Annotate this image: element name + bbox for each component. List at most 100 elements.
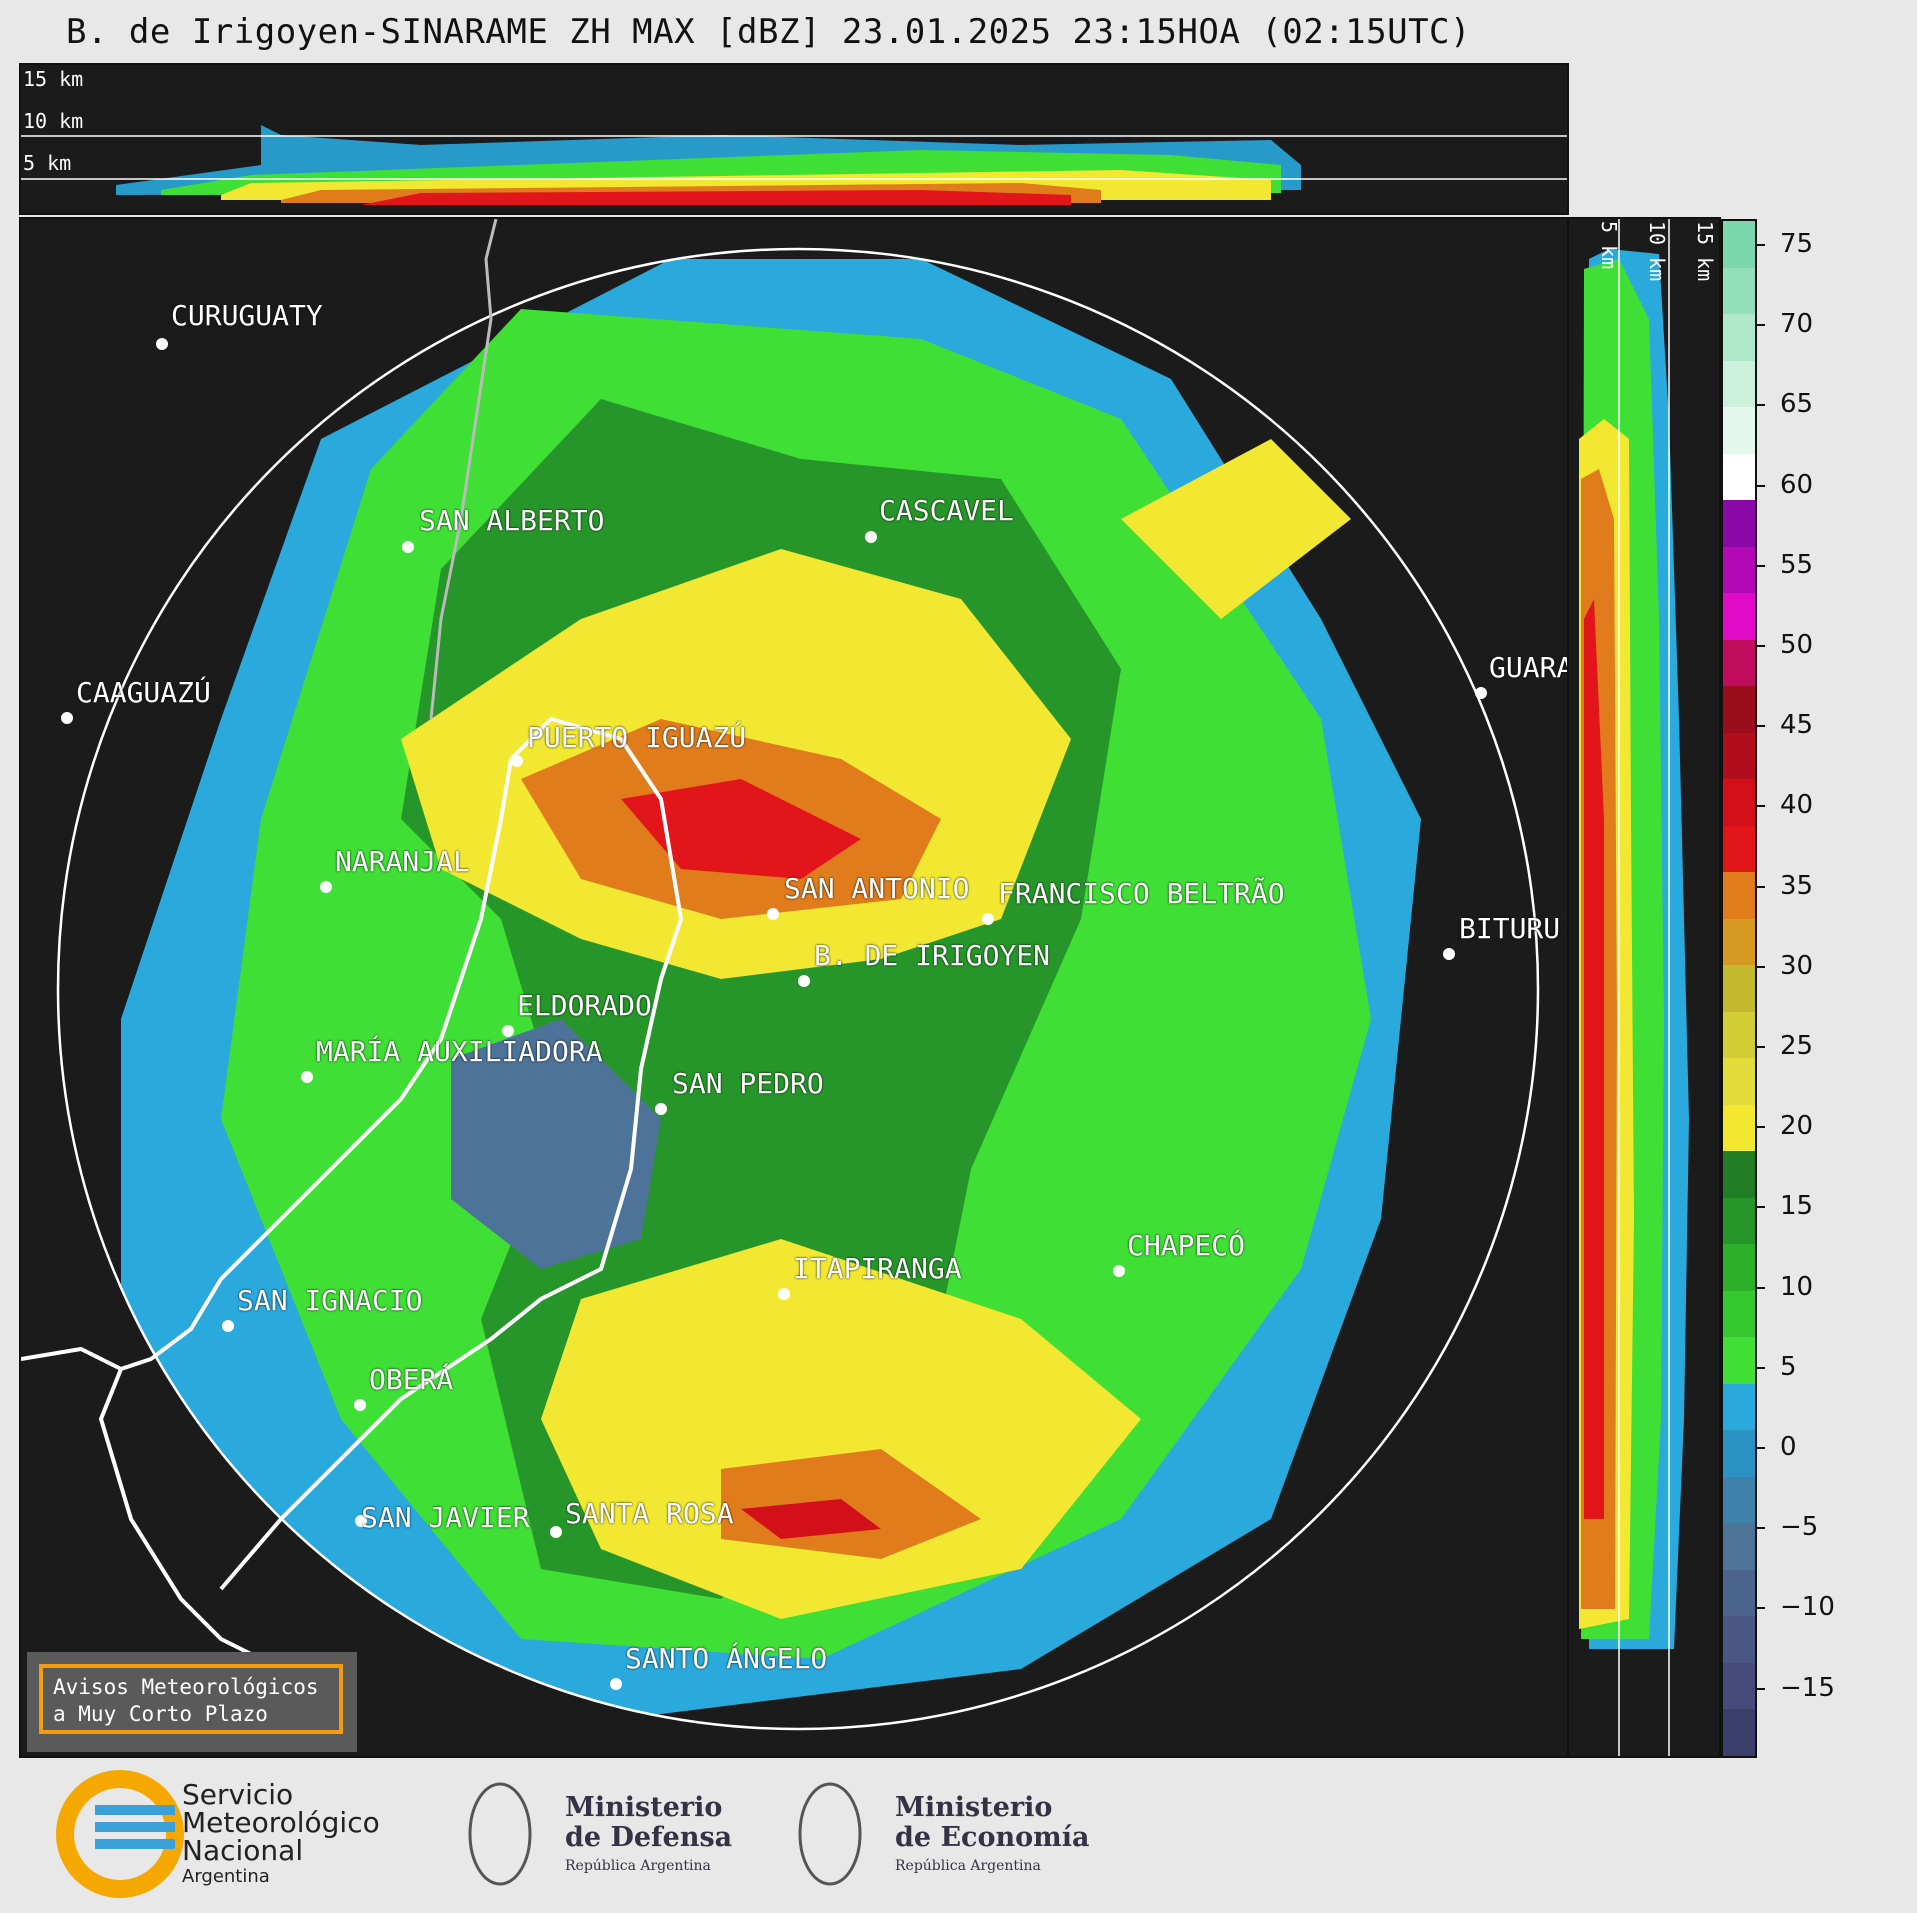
- colorbar-tick-label: −5: [1780, 1512, 1819, 1543]
- city-label: NARANJAL: [335, 845, 470, 878]
- city-dot: [865, 531, 877, 543]
- side-cross-section: 5 km 10 km 15 km: [1569, 217, 1721, 1758]
- side-km-10: 10 km: [1645, 221, 1669, 282]
- city-dot: [355, 1515, 367, 1527]
- city-dot: [320, 881, 332, 893]
- colorbar-segment: [1723, 314, 1755, 362]
- colorbar-tick-label: 25: [1780, 1031, 1814, 1061]
- city-dot: [61, 712, 73, 724]
- warning-line-1: Avisos Meteorológicos: [53, 1675, 319, 1699]
- city-label: SAN ALBERTO: [419, 504, 605, 537]
- city-dot: [1475, 687, 1487, 699]
- radar-map[interactable]: CURUGUATY SAN ALBERTO CASCAVEL CAAGUAZÚ …: [19, 217, 1569, 1758]
- colorbar-tick-label: 5: [1780, 1351, 1797, 1382]
- city-dot: [550, 1526, 562, 1538]
- city-dot: [511, 755, 523, 767]
- colorbar-tick-label: 70: [1780, 309, 1814, 340]
- city-dot: [222, 1320, 234, 1332]
- colorbar-tick: [1757, 1527, 1765, 1530]
- city-dot: [502, 1025, 514, 1037]
- colorbar-tick-label: 45: [1780, 710, 1814, 741]
- radar-site-dot: [798, 975, 810, 987]
- colorbar-tick-label: 40: [1780, 790, 1814, 821]
- colorbar-tick-label: 30: [1780, 950, 1814, 981]
- colorbar-segment: [1723, 1011, 1755, 1060]
- city-label: MARÍA AUXILIADORA: [316, 1035, 603, 1068]
- city-label: CURUGUATY: [171, 299, 323, 332]
- colorbar-tick: [1757, 1447, 1765, 1449]
- colorbar-segment: [1723, 1523, 1755, 1571]
- colorbar-segment: [1723, 918, 1755, 967]
- top-cross-section: 15 km 10 km 5 km: [19, 63, 1569, 215]
- colorbar-segment: [1723, 267, 1755, 315]
- colorbar-segment: [1723, 732, 1755, 781]
- colorbar-tick: [1757, 1126, 1765, 1129]
- colorbar-segment: [1723, 593, 1755, 641]
- side-cross-section-graphic: [1579, 219, 1689, 1756]
- colorbar-tick-label: 75: [1780, 229, 1814, 259]
- economia-line-1: Ministerio: [895, 1792, 1053, 1823]
- colorbar-segment: [1723, 500, 1755, 548]
- city-label: SAN ANTONIO: [784, 872, 970, 905]
- colorbar-segment: [1723, 1058, 1755, 1106]
- colorbar-tick: [1757, 404, 1765, 407]
- colorbar-tick-label: 35: [1780, 870, 1814, 901]
- colorbar-segment: [1723, 965, 1755, 1013]
- colorbar-tick: [1757, 484, 1765, 487]
- city-dot: [1113, 1265, 1125, 1277]
- colorbar-tick-label: 55: [1780, 549, 1814, 580]
- footer-logos: Servicio Meteorológico Nacional Argentin…: [0, 1760, 1917, 1909]
- colorbar-segment: [1723, 360, 1755, 409]
- colorbar-tick: [1757, 645, 1765, 647]
- colorbar-segment: [1723, 1616, 1755, 1664]
- colorbar-tick: [1757, 1607, 1765, 1610]
- city-dot: [354, 1399, 366, 1411]
- radar-reflectivity-graphic: [21, 219, 1540, 1731]
- colorbar-segment: [1723, 779, 1755, 827]
- city-dot: [767, 908, 779, 920]
- side-km-15: 15 km: [1693, 221, 1717, 282]
- city-label: SAN JAVIER: [361, 1501, 530, 1534]
- colorbar-segment: [1723, 546, 1755, 595]
- defensa-line-1: Ministerio: [565, 1792, 723, 1823]
- city-label: CHAPECÓ: [1127, 1229, 1246, 1262]
- warning-box[interactable]: Avisos Meteorológicos a Muy Corto Plazo: [27, 1652, 357, 1752]
- smn-line-2: Meteorológico: [182, 1806, 380, 1839]
- side-km-5: 5 km: [1597, 221, 1621, 270]
- city-dot: [778, 1288, 790, 1300]
- colorbar-segment: [1723, 1662, 1755, 1711]
- colorbar-tick: [1757, 1366, 1765, 1369]
- colorbar: [1721, 219, 1757, 1758]
- colorbar-tick-label: 15: [1780, 1191, 1814, 1222]
- smn-line-1: Servicio: [182, 1778, 294, 1811]
- top-km-5: 5 km: [23, 151, 72, 175]
- colorbar-segment: [1723, 825, 1755, 874]
- colorbar-segment: [1723, 1151, 1755, 1199]
- city-dot: [402, 541, 414, 553]
- colorbar-tick-label: 50: [1780, 630, 1814, 660]
- colorbar-tick: [1757, 885, 1765, 888]
- colorbar-tick-label: −15: [1780, 1672, 1835, 1703]
- colorbar-tick-label: −10: [1780, 1592, 1835, 1623]
- radar-site-label: B. DE IRIGOYEN: [814, 939, 1051, 972]
- colorbar-segment: [1723, 639, 1755, 688]
- city-dot: [610, 1678, 622, 1690]
- colorbar-segment: [1723, 1244, 1755, 1292]
- city-dot: [156, 338, 168, 350]
- smn-line-3: Nacional: [182, 1834, 304, 1867]
- colorbar-segment: [1723, 1383, 1755, 1432]
- colorbar-tick: [1757, 1046, 1765, 1048]
- city-label: SAN PEDRO: [672, 1067, 824, 1100]
- colorbar-tick-label: 10: [1780, 1271, 1814, 1302]
- top-km-15: 15 km: [23, 67, 84, 91]
- city-dot: [1443, 948, 1455, 960]
- colorbar-segment: [1723, 872, 1755, 920]
- colorbar-segment: [1723, 221, 1755, 269]
- economia-line-3: República Argentina: [895, 1858, 1041, 1874]
- colorbar-tick: [1757, 564, 1765, 567]
- colorbar-tick: [1757, 965, 1765, 968]
- city-label: OBERÁ: [369, 1363, 454, 1396]
- economia-line-2: de Economía: [895, 1822, 1090, 1853]
- city-label: CASCAVEL: [879, 494, 1014, 527]
- city-label: ELDORADO: [517, 989, 652, 1022]
